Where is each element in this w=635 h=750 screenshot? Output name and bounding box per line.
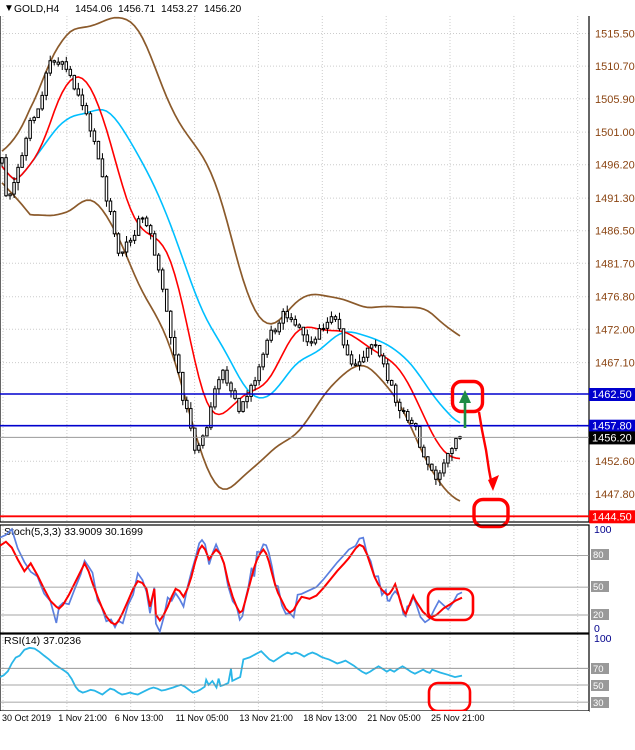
- svg-text:50: 50: [593, 681, 604, 692]
- svg-text:1444.50: 1444.50: [592, 511, 632, 523]
- svg-text:1452.60: 1452.60: [595, 456, 635, 468]
- svg-text:1456.20: 1456.20: [204, 4, 241, 15]
- svg-text:GOLD,H4: GOLD,H4: [14, 4, 59, 15]
- svg-text:70: 70: [593, 664, 604, 675]
- svg-text:1467.10: 1467.10: [595, 358, 635, 370]
- svg-text:21 Nov 05:00: 21 Nov 05:00: [367, 713, 421, 723]
- svg-text:1456.20: 1456.20: [592, 432, 632, 444]
- svg-text:1456.71: 1456.71: [118, 4, 155, 15]
- svg-text:RSI(14) 37.0236: RSI(14) 37.0236: [4, 635, 81, 647]
- svg-text:1457.80: 1457.80: [592, 421, 632, 433]
- svg-text:11 Nov 05:00: 11 Nov 05:00: [176, 713, 229, 723]
- svg-text:30: 30: [593, 698, 604, 709]
- svg-text:1472.00: 1472.00: [595, 324, 635, 336]
- svg-text:6 Nov 13:00: 6 Nov 13:00: [115, 713, 164, 723]
- svg-text:25 Nov 21:00: 25 Nov 21:00: [431, 713, 485, 723]
- svg-text:▼: ▼: [4, 3, 14, 14]
- svg-text:1481.70: 1481.70: [595, 258, 635, 270]
- svg-text:1462.50: 1462.50: [592, 389, 632, 401]
- svg-text:1453.27: 1453.27: [161, 4, 198, 15]
- svg-text:1501.00: 1501.00: [595, 127, 635, 139]
- svg-text:18 Nov 13:00: 18 Nov 13:00: [303, 713, 357, 723]
- svg-text:100: 100: [594, 524, 612, 536]
- svg-text:1505.90: 1505.90: [595, 94, 635, 106]
- svg-text:1 Nov 21:00: 1 Nov 21:00: [58, 713, 107, 723]
- svg-text:30 Oct 2019: 30 Oct 2019: [2, 713, 51, 723]
- svg-text:1491.30: 1491.30: [595, 193, 635, 205]
- svg-text:1496.20: 1496.20: [595, 160, 635, 172]
- svg-text:20: 20: [593, 610, 604, 621]
- svg-text:80: 80: [593, 550, 604, 561]
- svg-text:1510.70: 1510.70: [595, 61, 635, 73]
- svg-text:100: 100: [594, 633, 612, 645]
- svg-text:Stoch(5,3,3) 33.9009 30.1699: Stoch(5,3,3) 33.9009 30.1699: [4, 526, 143, 538]
- svg-text:1454.06: 1454.06: [75, 4, 112, 15]
- svg-text:1515.50: 1515.50: [595, 29, 635, 41]
- svg-text:1447.80: 1447.80: [595, 489, 635, 501]
- svg-text:1476.80: 1476.80: [595, 292, 635, 304]
- svg-text:1486.50: 1486.50: [595, 226, 635, 238]
- svg-text:13 Nov 21:00: 13 Nov 21:00: [239, 713, 293, 723]
- svg-text:50: 50: [593, 582, 604, 593]
